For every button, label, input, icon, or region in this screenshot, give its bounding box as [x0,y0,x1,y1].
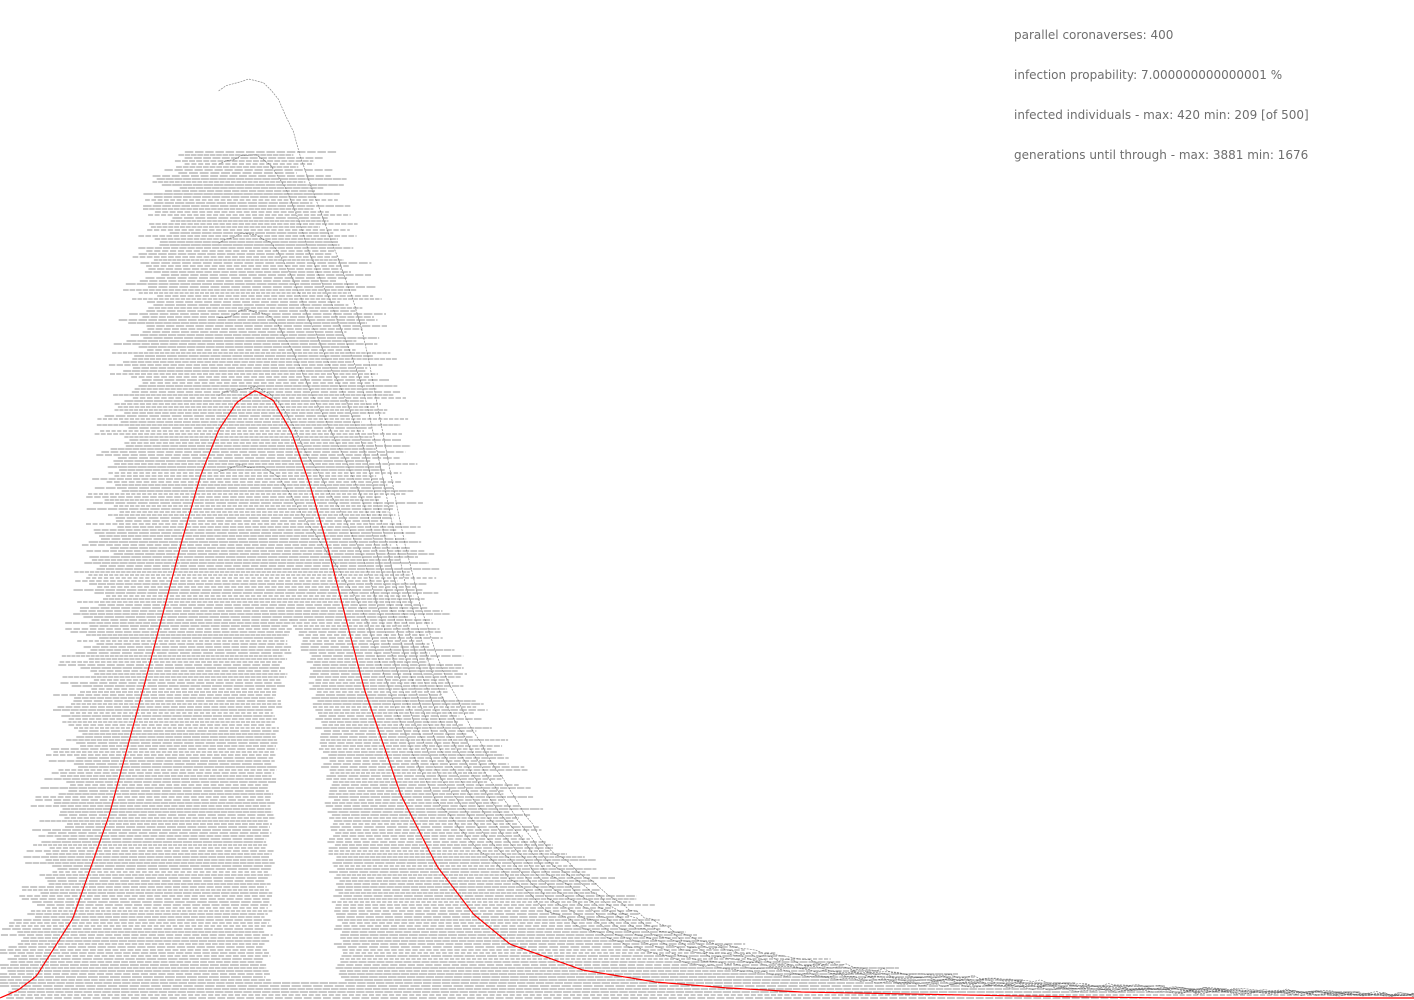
infected-label: infected individuals - max: 420 min: 209… [1014,108,1309,122]
probability-label: infection propability: 7.000000000000001… [1014,68,1283,82]
mean-curve-layer [0,390,1414,999]
run-outline [218,232,1414,997]
run-outline [218,386,1414,998]
run-outline [218,309,1414,997]
run-outline [218,464,1414,997]
mean-curve [0,390,1414,999]
run-outline [218,78,1414,997]
simulation-runs [0,78,1414,999]
coronaverses-label: parallel coronaverses: 400 [1014,28,1174,42]
info-panel: parallel coronaverses: 400 infection pro… [1014,27,1309,187]
generations-label: generations until through - max: 3881 mi… [1014,148,1309,162]
run-outline [218,154,1414,996]
